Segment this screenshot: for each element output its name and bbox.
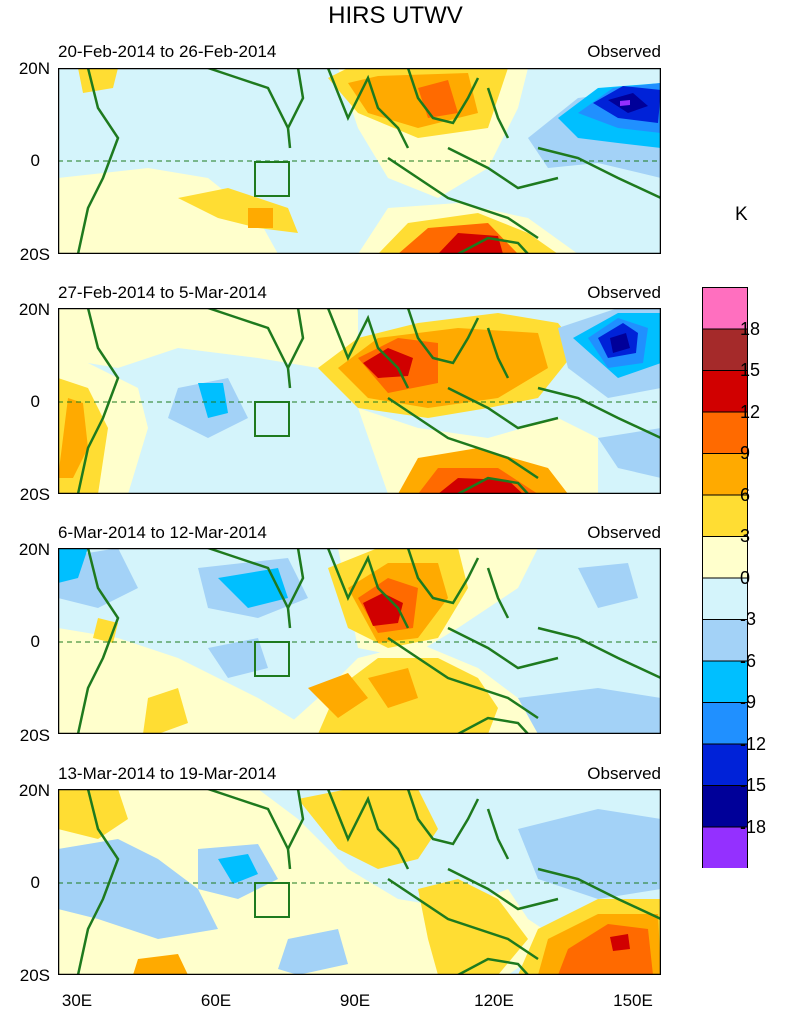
panel-3-ylabel-bottom: 20S [19,726,50,745]
map-panel-3 [58,548,661,734]
colorbar-swatch [702,536,748,579]
colorbar [702,287,748,868]
colorbar-tick-label: -9 [740,692,757,712]
xlabel-30e: 30E [61,991,93,1010]
colorbar-tick-label: -15 [740,775,767,795]
colorbar-tick-label: 0 [740,567,751,588]
colorbar-swatch [702,494,748,537]
colorbar-tick-label: 6 [740,484,751,505]
colorbar-swatch [702,287,748,330]
colorbar-swatch [702,660,748,703]
colorbar-tick-label: -18 [740,816,767,837]
colorbar-swatch [702,328,748,371]
xlabel-90e: 90E [339,991,371,1010]
panel-3-date: 6-Mar-2014 to 12-Mar-2014 [58,523,267,542]
panel-3-tag: Observed [587,523,661,542]
colorbar-swatch [702,826,748,868]
xlabel-150e: 150E [613,991,653,1010]
panel-2-ylabel-mid: 0 [30,392,40,411]
xlabel-120e: 120E [474,991,514,1010]
colorbar-tick-label: -12 [740,733,767,754]
map-panel-4 [58,789,661,975]
panel-3-ylabel-top: 20N [18,540,50,559]
panel-3-ylabel-mid: 0 [30,632,40,651]
map-panel-1 [58,68,661,254]
colorbar-swatch [702,411,748,454]
panel-2-tag: Observed [587,283,661,302]
colorbar-tick-label: 12 [740,401,761,422]
panel-1-ylabel-mid: 0 [30,151,40,170]
colorbar-tick-label: 18 [740,318,761,339]
panel-2-date: 27-Feb-2014 to 5-Mar-2014 [58,283,267,302]
colorbar-swatch [702,370,748,413]
panel-1-ylabel-bottom: 20S [19,245,50,264]
panel-4-ylabel-top: 20N [18,781,50,800]
colorbar-tick-label: -3 [740,609,757,629]
colorbar-tick-label: 3 [740,526,751,546]
colorbar-tick-label: 15 [740,360,761,380]
xlabel-60e: 60E [200,991,232,1010]
panel-2-ylabel-bottom: 20S [19,485,50,504]
colorbar-swatch [702,743,748,786]
colorbar-tick-label: 9 [740,443,751,463]
panel-2-ylabel-top: 20N [18,300,50,319]
panel-4-ylabel-mid: 0 [30,873,40,892]
colorbar-swatch [702,702,748,745]
panel-1-tag: Observed [587,42,661,61]
figure-title: HIRS UTWV [328,2,463,29]
colorbar-tick-label: -6 [740,650,757,671]
colorbar-unit: K [735,204,748,225]
panel-4-date: 13-Mar-2014 to 19-Mar-2014 [58,764,277,783]
panel-4-ylabel-bottom: 20S [19,966,50,985]
panel-1-date: 20-Feb-2014 to 26-Feb-2014 [58,42,277,61]
panel-4-tag: Observed [587,764,661,783]
map-panel-2 [58,308,661,494]
colorbar-swatch [702,785,748,828]
panel-1-ylabel-top: 20N [18,59,50,78]
